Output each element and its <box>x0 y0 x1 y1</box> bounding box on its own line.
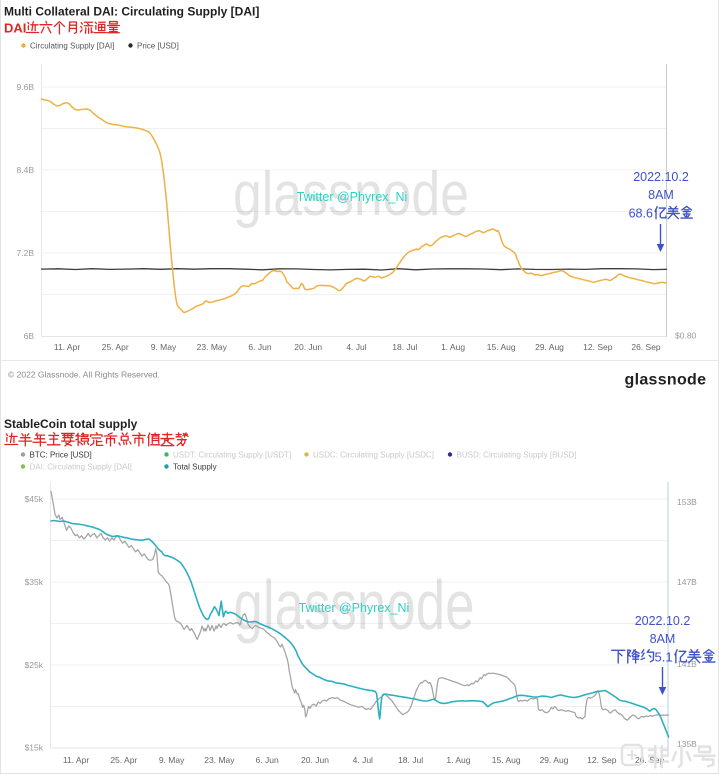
svg-text:glassnode: glassnode <box>625 372 707 389</box>
svg-text:18. Jul: 18. Jul <box>392 342 417 352</box>
svg-text:BTC: Price [USD]: BTC: Price [USD] <box>30 451 92 460</box>
svg-text:8AM: 8AM <box>650 632 676 646</box>
svg-text:Multi Collateral DAI: Circulat: Multi Collateral DAI: Circulating Supply… <box>4 5 259 19</box>
svg-text:4. Jul: 4. Jul <box>353 755 373 765</box>
svg-text:© 2022 Glassnode. All Rights R: © 2022 Glassnode. All Rights Reserved. <box>8 370 160 380</box>
svg-text:8AM: 8AM <box>648 188 674 202</box>
svg-text:StableCoin total supply: StableCoin total supply <box>4 417 138 431</box>
svg-text:153B: 153B <box>677 497 697 507</box>
svg-text:25. Apr: 25. Apr <box>110 755 137 765</box>
svg-text:$15k: $15k <box>25 743 44 753</box>
svg-text:20. Jun: 20. Jun <box>301 755 329 765</box>
svg-text:$25k: $25k <box>25 660 44 670</box>
svg-text:glassnode: glassnode <box>233 160 469 229</box>
svg-text:29. Aug: 29. Aug <box>535 342 564 352</box>
svg-text:4. Jul: 4. Jul <box>346 342 366 352</box>
svg-text:1. Aug: 1. Aug <box>441 342 465 352</box>
svg-text:USDC: Circulating Supply [USDC: USDC: Circulating Supply [USDC] <box>313 451 434 460</box>
svg-text:15. Aug: 15. Aug <box>492 755 521 765</box>
svg-text:Twitter @Phyrex_Ni: Twitter @Phyrex_Ni <box>297 190 408 204</box>
svg-text:68.6: 68.6 <box>629 207 653 221</box>
svg-text:DAI: Circulating Supply [DAI]: DAI: Circulating Supply [DAI] <box>30 463 132 472</box>
svg-text:DAI: DAI <box>4 21 26 36</box>
svg-text:USDT: Circulating Supply [USDT: USDT: Circulating Supply [USDT] <box>173 451 291 460</box>
svg-text:$45k: $45k <box>25 494 44 504</box>
svg-text:1. Aug: 1. Aug <box>446 755 470 765</box>
svg-text:29. Aug: 29. Aug <box>540 755 569 765</box>
svg-text:6. Jun: 6. Jun <box>256 755 279 765</box>
svg-text:147B: 147B <box>677 577 697 587</box>
svg-text:Twitter @Phyrex_Ni: Twitter @Phyrex_Ni <box>299 601 410 615</box>
svg-text:6. Jun: 6. Jun <box>248 342 271 352</box>
svg-text:Price [USD]: Price [USD] <box>137 42 179 51</box>
svg-text:Circulating Supply [DAI]: Circulating Supply [DAI] <box>30 42 114 51</box>
svg-text:11. Apr: 11. Apr <box>63 755 89 765</box>
svg-text:$35k: $35k <box>25 577 44 587</box>
svg-text:23. May: 23. May <box>197 342 228 352</box>
svg-text:9.6B: 9.6B <box>17 82 35 92</box>
svg-text:12. Sep: 12. Sep <box>587 755 617 765</box>
svg-text:25. Apr: 25. Apr <box>102 342 129 352</box>
svg-text:9. May: 9. May <box>151 342 177 352</box>
svg-text:11. Apr: 11. Apr <box>54 342 80 352</box>
svg-text:15. Aug: 15. Aug <box>487 342 516 352</box>
svg-text:18. Jul: 18. Jul <box>398 755 423 765</box>
svg-text:BUSD: Circulating Supply [BUSD: BUSD: Circulating Supply [BUSD] <box>457 451 577 460</box>
svg-text:20. Jun: 20. Jun <box>294 342 322 352</box>
svg-text:2022.10.2: 2022.10.2 <box>635 614 691 628</box>
svg-text:8.4B: 8.4B <box>17 165 35 175</box>
svg-text:9. May: 9. May <box>159 755 185 765</box>
svg-text:2022.10.2: 2022.10.2 <box>633 170 689 184</box>
svg-text:135B: 135B <box>677 739 697 749</box>
svg-text:141B: 141B <box>677 659 697 669</box>
svg-text:12. Sep: 12. Sep <box>583 342 613 352</box>
svg-text:26. Sep: 26. Sep <box>635 755 665 765</box>
svg-text:5.1: 5.1 <box>655 650 673 665</box>
svg-text:7.2B: 7.2B <box>17 248 35 258</box>
svg-text:glassnode: glassnode <box>234 566 475 644</box>
svg-text:$0.80: $0.80 <box>675 331 697 341</box>
svg-text:Total Supply: Total Supply <box>173 463 217 472</box>
svg-text:6B: 6B <box>24 331 35 341</box>
svg-text:23. May: 23. May <box>204 755 235 765</box>
svg-text:26. Sep: 26. Sep <box>631 342 661 352</box>
